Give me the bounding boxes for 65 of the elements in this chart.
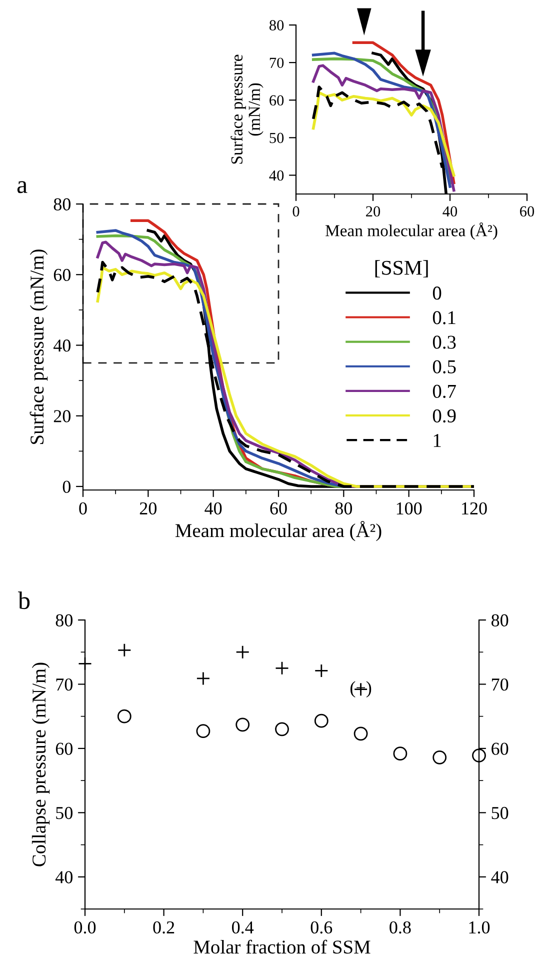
- y-tick-label: 70: [270, 58, 284, 68]
- y-tick-label: 60: [270, 95, 284, 106]
- y-tick-label: 70: [56, 678, 73, 691]
- y-tick-label: 50: [270, 132, 284, 144]
- legend-label: 0.9: [432, 409, 456, 423]
- line-series: [312, 91, 456, 177]
- point: [117, 709, 132, 724]
- x-axis-title: Mean molecular area (Å²): [325, 222, 498, 240]
- y2-tick-label: 50: [492, 806, 508, 820]
- legend-label: 0.3: [432, 336, 456, 349]
- x-tick-label: 100: [396, 502, 422, 515]
- point: [117, 643, 132, 658]
- y-tick-label: 50: [56, 806, 73, 820]
- x-tick-label: 0.0: [74, 921, 96, 934]
- x-tick-label: 0.4: [232, 921, 254, 934]
- y-tick-label: 60: [56, 742, 73, 755]
- y-tick-label: 0: [62, 480, 71, 493]
- point: [236, 645, 250, 660]
- legend-label: 0: [432, 286, 442, 300]
- x-tick-label: 20: [140, 502, 157, 515]
- y2-tick-label: 80: [491, 614, 508, 626]
- x-axis-title: Meam molecular area (Å²): [175, 520, 382, 542]
- x-tick-label: 0.2: [153, 921, 174, 934]
- x-tick-label: 1.0: [469, 921, 490, 934]
- y-axis-title: Collapse pressure (mN/m): [32, 662, 50, 866]
- y-tick-label: 80: [270, 20, 284, 30]
- point: [196, 724, 210, 738]
- y-tick-label: 40: [53, 339, 71, 352]
- x-tick-label: 0: [292, 206, 300, 217]
- chart-title: a: [17, 181, 28, 194]
- y-tick-label: 40: [55, 871, 73, 884]
- y2-tick-label: 40: [491, 871, 508, 884]
- point: [354, 726, 368, 741]
- point: [432, 750, 447, 764]
- legend-label: 1: [434, 434, 441, 447]
- x-axis-title: Molar fraction of SSM: [194, 940, 370, 954]
- y-tick-label: 20: [54, 410, 71, 422]
- legend-title: [SSM]: [375, 260, 428, 278]
- legend-label: 0.7: [432, 384, 456, 398]
- y-tick-label: 40: [269, 170, 284, 181]
- x-tick-label: 0.8: [390, 921, 411, 934]
- point: [393, 746, 408, 761]
- point: [275, 722, 289, 736]
- x-tick-label: 0: [79, 502, 87, 515]
- legend-label: 0.1: [432, 311, 456, 324]
- y-tick-label: 60: [54, 268, 71, 282]
- y2-tick-label: 60: [492, 742, 508, 755]
- x-tick-label: 20: [366, 206, 380, 217]
- point: [314, 714, 328, 728]
- legend-label: 0.5: [432, 360, 456, 374]
- x-tick-label: 40: [442, 206, 458, 217]
- x-tick-label: 0.6: [310, 921, 332, 934]
- x-tick-label: 80: [335, 502, 352, 515]
- y2-tick-label: 70: [492, 678, 508, 691]
- point: [196, 671, 210, 686]
- x-tick-label: 120: [462, 502, 487, 515]
- x-tick-label: 60: [520, 206, 534, 217]
- y-tick-label: 80: [56, 614, 73, 626]
- y-axis-title: Surface pressure (mN/m): [230, 54, 264, 164]
- y-axis-title: Surface pressure (mN/m): [30, 250, 48, 444]
- chart-title: b: [18, 592, 30, 610]
- point: [275, 661, 289, 676]
- point: [472, 748, 486, 762]
- x-tick-label: 40: [204, 502, 222, 515]
- point: [236, 718, 250, 732]
